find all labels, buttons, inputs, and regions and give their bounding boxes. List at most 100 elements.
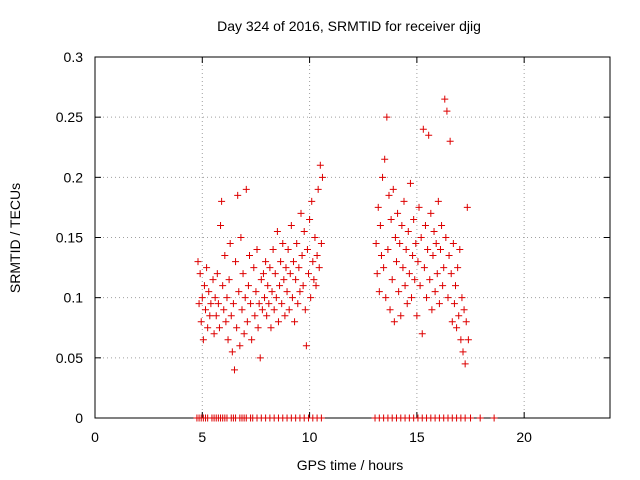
data-point	[221, 252, 229, 260]
data-point	[276, 282, 284, 290]
data-point	[453, 324, 461, 332]
data-point	[227, 312, 235, 320]
data-point	[282, 264, 290, 272]
data-point	[382, 294, 390, 302]
data-point	[414, 258, 422, 266]
data-point	[239, 270, 247, 278]
data-point	[432, 240, 440, 248]
data-point	[391, 234, 399, 241]
x-axis: 0 5 10 15 20	[91, 57, 532, 445]
data-point	[247, 300, 255, 308]
data-point	[476, 414, 484, 422]
data-point	[409, 252, 417, 260]
data-point	[306, 215, 314, 223]
data-point	[372, 240, 380, 248]
plot-frame	[94, 56, 611, 419]
data-point	[397, 312, 405, 320]
data-point	[198, 294, 206, 302]
data-point	[219, 282, 227, 290]
data-point	[295, 264, 303, 272]
data-point	[412, 240, 420, 248]
data-point	[243, 318, 251, 326]
data-point	[438, 221, 446, 229]
data-point	[299, 282, 307, 290]
data-point	[427, 209, 435, 217]
data-point	[429, 252, 437, 260]
data-point	[377, 252, 385, 260]
data-point	[293, 240, 301, 248]
data-point	[425, 131, 433, 139]
data-point	[443, 107, 451, 115]
data-point	[281, 312, 289, 320]
data-point	[272, 294, 280, 302]
data-point	[244, 282, 252, 290]
data-point	[386, 306, 394, 314]
data-point	[246, 252, 253, 260]
x-tick-label: 5	[198, 429, 206, 445]
data-point	[270, 306, 278, 314]
data-point	[456, 246, 464, 254]
data-point	[379, 173, 387, 181]
data-point	[376, 221, 384, 229]
data-point	[434, 197, 442, 205]
data-point	[229, 300, 237, 308]
data-point	[278, 300, 286, 308]
data-point	[259, 270, 267, 278]
data-point	[223, 294, 231, 302]
data-point	[390, 318, 398, 326]
data-point	[430, 227, 438, 235]
data-point	[380, 264, 388, 272]
data-point	[433, 270, 441, 278]
data-point	[419, 125, 427, 133]
data-point	[195, 300, 203, 308]
data-point	[404, 227, 412, 235]
data-point	[442, 234, 450, 241]
y-tick-label: 0.05	[56, 350, 83, 366]
data-point	[225, 276, 233, 284]
data-point	[423, 294, 431, 302]
data-point	[264, 282, 272, 290]
data-point	[217, 221, 225, 229]
data-point	[273, 227, 281, 235]
data-point	[242, 185, 250, 193]
data-point	[294, 300, 302, 308]
grid-lines	[95, 57, 610, 418]
data-point	[389, 185, 397, 193]
data-point	[251, 312, 259, 320]
y-axis-label: SRMTID / TECUs	[7, 183, 23, 293]
data-point	[411, 276, 419, 284]
data-point	[200, 282, 208, 290]
data-point	[490, 414, 498, 422]
data-point	[413, 312, 421, 320]
data-point	[267, 324, 275, 332]
y-axis: 0 0.05 0.1 0.15 0.2 0.25 0.3	[56, 49, 610, 426]
data-point	[420, 264, 428, 272]
data-point	[209, 276, 217, 284]
data-point	[254, 324, 262, 332]
data-point	[436, 246, 444, 254]
data-point	[387, 215, 395, 223]
data-point	[313, 252, 321, 260]
data-point	[218, 197, 226, 205]
data-point	[279, 240, 287, 248]
x-tick-label: 20	[516, 429, 532, 445]
data-point	[439, 282, 447, 290]
data-point	[450, 300, 458, 308]
data-point	[416, 282, 424, 290]
data-point	[303, 246, 311, 254]
data-point	[308, 197, 316, 205]
data-point	[302, 342, 310, 350]
data-point	[274, 318, 282, 326]
data-point	[388, 276, 396, 284]
data-point	[458, 294, 466, 302]
data-point	[211, 294, 219, 302]
data-point	[196, 270, 204, 278]
data-point	[317, 240, 325, 248]
data-point	[256, 354, 264, 362]
data-point	[265, 300, 273, 308]
data-point	[230, 366, 238, 374]
data-point	[394, 209, 402, 217]
data-point	[398, 221, 406, 229]
x-axis-label: GPS time / hours	[297, 457, 404, 473]
